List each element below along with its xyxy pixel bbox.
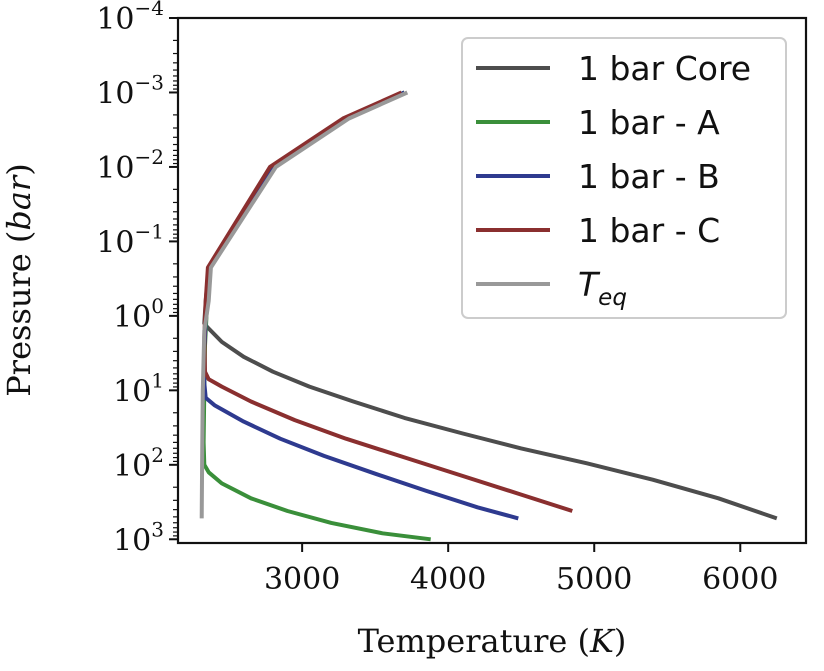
y-axis: 10−4 10−3 10−2 10−1 100 101 102 103 [96,0,178,558]
series-line-1 [201,90,431,542]
x-tick-label: 5000 [556,562,632,597]
y-tick-label: 100 [113,294,164,335]
x-tick-label: 6000 [702,562,778,597]
y-tick-label: 102 [113,443,164,484]
y-tick-label: 10−4 [96,0,164,37]
x-axis: 3000 4000 5000 6000 [264,543,778,597]
x-tick-label: 4000 [410,562,486,597]
y-tick-label: 10−2 [96,145,164,186]
x-tick-label: 3000 [264,562,340,597]
x-axis-label: Temperature (K) [358,622,627,660]
series-line-4 [199,90,409,519]
legend-label-2: 1 bar - B [578,157,720,196]
y-tick-label: 103 [113,517,164,558]
y-tick-label: 10−1 [96,219,164,260]
legend-label-3: 1 bar - C [578,211,720,250]
legend: 1 bar Core 1 bar - A 1 bar - B 1 bar - C Teq [461,37,787,319]
series-layer [199,90,778,542]
y-tick-label: 101 [113,368,164,409]
y-axis-label: Pressure (bar) [0,163,38,396]
series-line-3 [202,90,573,513]
plot-frame [176,16,808,545]
legend-label-4: Teq [578,265,627,311]
y-tick-label: 10−3 [96,70,164,111]
legend-label-1: 1 bar - A [578,103,720,142]
legend-box [461,37,787,319]
legend-label-0: 1 bar Core [578,49,751,88]
